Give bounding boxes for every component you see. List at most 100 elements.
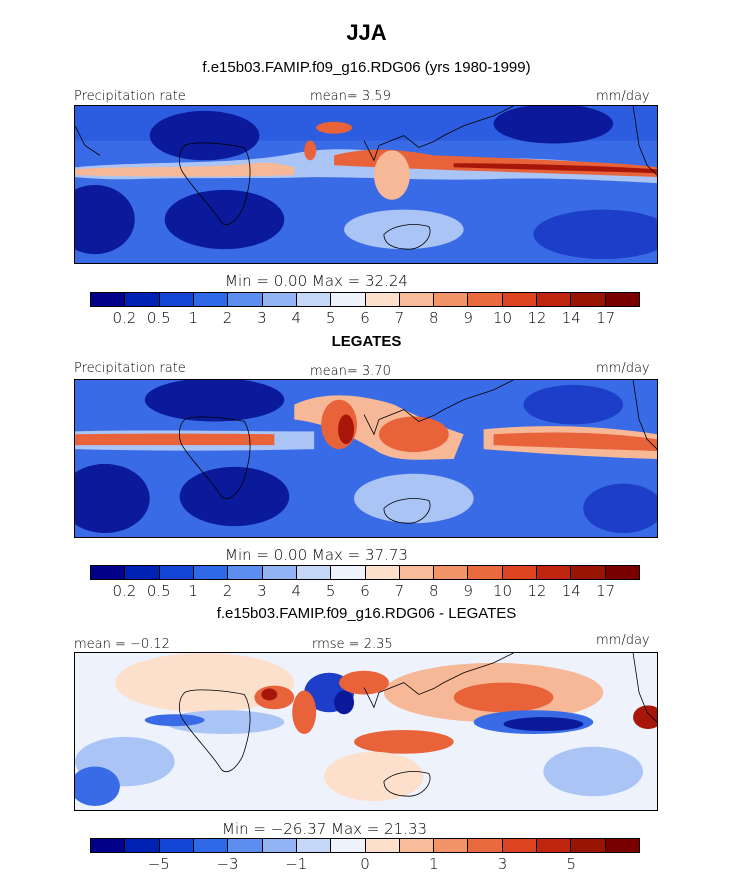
panel-1-minmax: Min = 0.00 Max = 32.24 [225,272,408,290]
panel-2-mean-label: mean= 3.70 [310,364,391,379]
map-2-itcz-africa [75,433,275,446]
colorbar-tick-label: 9 [463,582,473,600]
panel-2-minmax: Min = 0.00 Max = 37.73 [225,546,408,564]
panel-3-colorbar [90,838,640,853]
colorbar-swatch [91,293,126,306]
panel-1-map [74,105,658,264]
colorbar-swatch [331,839,366,852]
figure-title: JJA [346,20,387,45]
colorbar-tick-label: 3 [497,855,508,873]
colorbar-swatch [296,293,332,306]
colorbar-swatch [193,839,229,852]
colorbar-swatch [159,566,194,579]
panel-3-subtitle: f.e15b03.FAMIP.f09_g16.RDG06 - LEGATES [216,605,517,622]
panel-1-unit-label: mm/day [596,89,650,104]
colorbar-tick-label: 1 [188,309,198,327]
panel-1-left-label: Precipitation rate [74,89,186,104]
colorbar-tick-label: 5 [325,582,336,600]
colorbar-swatch [399,293,435,306]
panel-3-rmse-label: rmse = 2.35 [312,637,393,652]
panel-1-subtitle: f.e15b03.FAMIP.f09_g16.RDG06 (yrs 1980-1… [202,59,531,76]
colorbar-tick-label: 5 [325,309,336,327]
colorbar-tick-label: 12 [527,582,547,600]
colorbar-swatch [605,839,639,852]
colorbar-swatch [331,293,366,306]
colorbar-swatch [228,839,263,852]
colorbar-swatch [91,839,126,852]
colorbar-tick-label: 10 [492,582,513,600]
colorbar-swatch [228,293,263,306]
colorbar-swatch [125,839,160,852]
colorbar-swatch [296,839,332,852]
colorbar-tick-label: 4 [291,582,302,600]
colorbar-tick-label: 10 [492,309,513,327]
colorbar-swatch [434,566,469,579]
panel-1-colorbar [90,292,640,307]
colorbar-tick-label: 0.5 [146,582,171,600]
colorbar-swatch [262,566,297,579]
map-3-pacific-deficit [503,717,584,732]
colorbar-tick-label: 3 [257,582,267,600]
colorbar-tick-label: 1 [428,855,439,873]
colorbar-swatch [193,293,229,306]
colorbar-swatch [537,566,572,579]
colorbar-swatch [262,293,297,306]
colorbar-tick-label: 2 [222,582,233,600]
colorbar-tick-label: 14 [561,582,581,600]
map-1-africa-coast [178,142,251,226]
colorbar-swatch [331,566,366,579]
colorbar-tick-label: 5 [566,855,577,873]
colorbar-tick-label: 3 [257,309,267,327]
colorbar-swatch [605,293,639,306]
colorbar-swatch [502,293,538,306]
colorbar-tick-label: −5 [147,855,170,873]
colorbar-tick-label: 0.5 [146,309,171,327]
panel-2-left-label: Precipitation rate [74,361,186,376]
panel-2-subtitle: LEGATES [331,333,402,350]
colorbar-swatch [91,566,126,579]
panel-3-mean-label: mean = −0.12 [74,637,170,652]
panel-2-colorbar [90,565,640,580]
colorbar-swatch [399,839,435,852]
colorbar-tick-label: 12 [527,309,547,327]
colorbar-swatch [571,293,606,306]
colorbar-tick-label: 14 [561,309,581,327]
colorbar-swatch [537,839,572,852]
colorbar-swatch [159,839,194,852]
panel-2-colorbar-ticks: 0.2 0.5 1 2 3 4 5 6 7 8 9 10 12 14 17 [90,582,640,600]
colorbar-swatch [434,293,469,306]
panel-3-map [74,652,658,811]
panel-3-unit-label: mm/day [596,633,650,648]
colorbar-tick-label: 2 [222,309,233,327]
colorbar-swatch [537,293,572,306]
colorbar-swatch [296,566,332,579]
colorbar-swatch [468,839,503,852]
colorbar-swatch [365,293,400,306]
colorbar-tick-label: 1 [188,582,198,600]
panel-1-mean-label: mean= 3.59 [310,89,391,104]
colorbar-swatch [502,839,538,852]
colorbar-swatch [502,566,538,579]
colorbar-tick-label: 17 [596,582,616,600]
colorbar-tick-label: 4 [291,309,302,327]
colorbar-swatch [228,566,263,579]
colorbar-swatch [365,566,400,579]
colorbar-tick-label: 0 [360,855,370,873]
colorbar-tick-label: −1 [285,855,308,873]
map-2-itcz-pacific [493,432,657,452]
colorbar-tick-label: 9 [463,309,473,327]
colorbar-tick-label: 17 [596,309,616,327]
colorbar-tick-label: 8 [428,582,439,600]
colorbar-swatch [365,839,400,852]
colorbar-tick-label: 0.2 [112,309,137,327]
panel-2-map [74,379,658,538]
colorbar-tick-label: 7 [394,582,405,600]
panel-1-colorbar-ticks: 0.2 0.5 1 2 3 4 5 6 7 8 9 10 12 14 17 [90,309,640,327]
colorbar-swatch [571,566,606,579]
colorbar-swatch [571,839,606,852]
colorbar-swatch [193,566,229,579]
panel-3-minmax: Min = −26.37 Max = 21.33 [222,820,428,838]
colorbar-swatch [125,566,160,579]
colorbar-tick-label: 6 [360,582,370,600]
colorbar-tick-label: 8 [428,309,439,327]
